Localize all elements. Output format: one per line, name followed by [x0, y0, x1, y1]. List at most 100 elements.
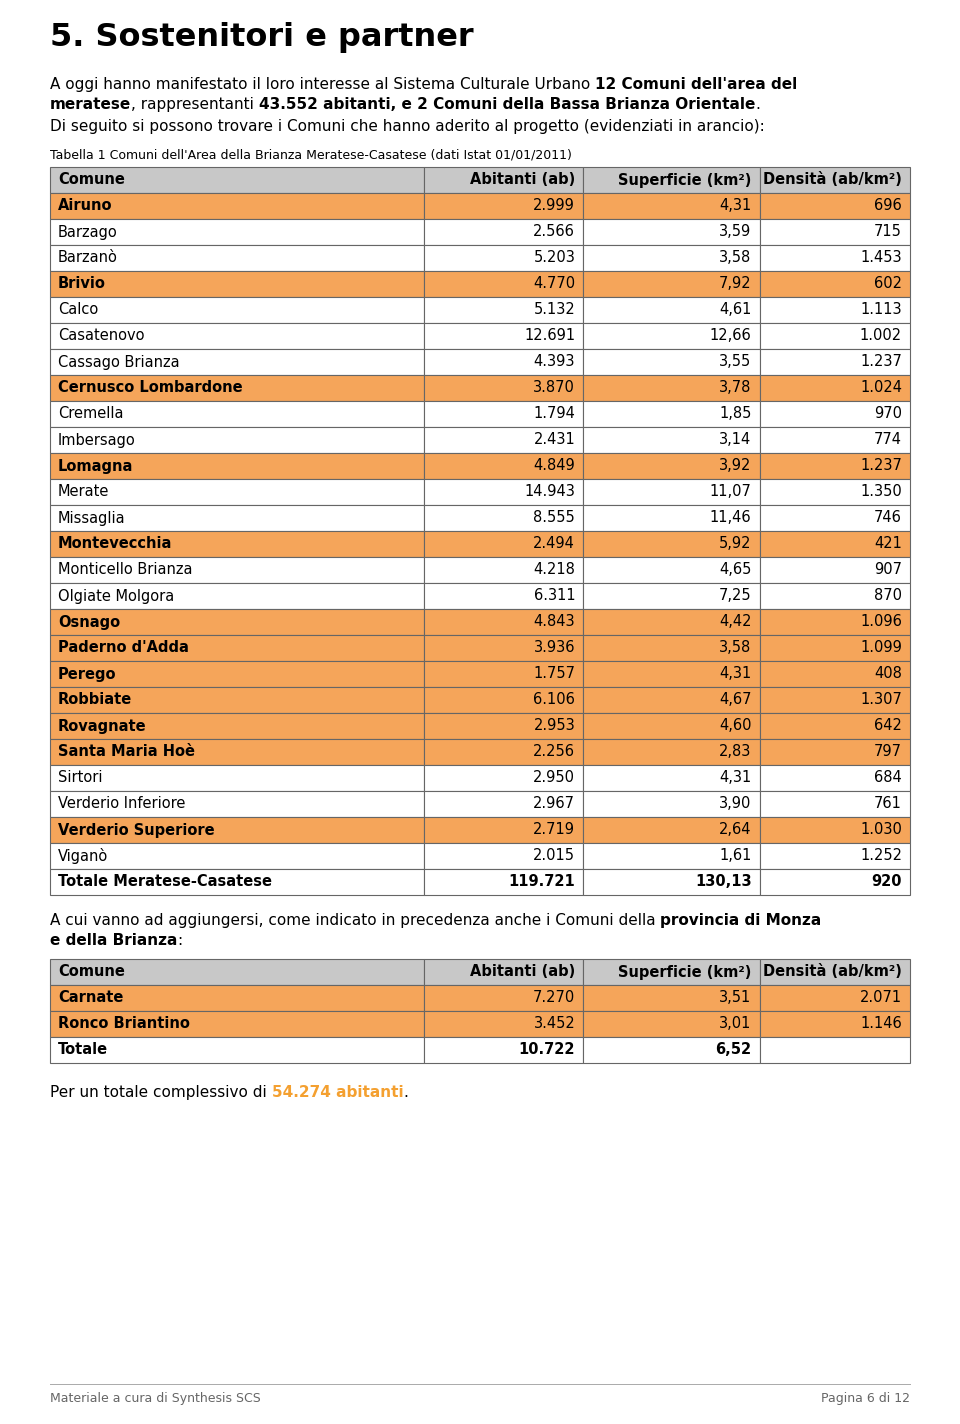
- Text: Osnago: Osnago: [58, 615, 120, 629]
- FancyBboxPatch shape: [584, 375, 759, 402]
- FancyBboxPatch shape: [424, 478, 584, 506]
- Text: 3,59: 3,59: [719, 225, 752, 239]
- Text: 970: 970: [874, 406, 902, 422]
- FancyBboxPatch shape: [759, 402, 910, 427]
- Text: Cremella: Cremella: [58, 406, 124, 422]
- Text: 5. Sostenitori e partner: 5. Sostenitori e partner: [50, 21, 473, 53]
- Text: 4,31: 4,31: [719, 770, 752, 786]
- FancyBboxPatch shape: [50, 609, 424, 635]
- FancyBboxPatch shape: [584, 765, 759, 790]
- FancyBboxPatch shape: [50, 686, 424, 713]
- FancyBboxPatch shape: [759, 271, 910, 298]
- FancyBboxPatch shape: [50, 271, 424, 298]
- Text: 3,90: 3,90: [719, 796, 752, 812]
- Text: 1.030: 1.030: [860, 823, 902, 837]
- Text: Comune: Comune: [58, 964, 125, 980]
- Text: Totale Meratese-Casatese: Totale Meratese-Casatese: [58, 874, 272, 890]
- FancyBboxPatch shape: [424, 323, 584, 349]
- Text: 1.794: 1.794: [534, 406, 575, 422]
- FancyBboxPatch shape: [424, 843, 584, 869]
- FancyBboxPatch shape: [424, 453, 584, 478]
- Text: 1,85: 1,85: [719, 406, 752, 422]
- FancyBboxPatch shape: [759, 557, 910, 582]
- Text: Viganò: Viganò: [58, 849, 108, 864]
- Text: Calco: Calco: [58, 302, 98, 318]
- Text: Casatenovo: Casatenovo: [58, 329, 145, 343]
- Text: 2,64: 2,64: [719, 823, 752, 837]
- FancyBboxPatch shape: [424, 427, 584, 453]
- Text: 130,13: 130,13: [695, 874, 752, 890]
- Text: Barzanò: Barzanò: [58, 251, 118, 265]
- FancyBboxPatch shape: [584, 531, 759, 557]
- Text: 4,42: 4,42: [719, 615, 752, 629]
- Text: Tabella 1 Comuni dell'Area della Brianza Meratese-Casatese (dati Istat 01/01/201: Tabella 1 Comuni dell'Area della Brianza…: [50, 150, 572, 162]
- FancyBboxPatch shape: [424, 531, 584, 557]
- Text: 3,92: 3,92: [719, 459, 752, 474]
- Text: Santa Maria Hoè: Santa Maria Hoè: [58, 745, 195, 759]
- Text: 1.237: 1.237: [860, 355, 902, 369]
- Text: Verderio Inferiore: Verderio Inferiore: [58, 796, 185, 812]
- Text: 421: 421: [875, 537, 902, 551]
- Text: 4,61: 4,61: [719, 302, 752, 318]
- Text: Di seguito si possono trovare i Comuni che hanno aderito al progetto (evidenziat: Di seguito si possono trovare i Comuni c…: [50, 120, 765, 134]
- FancyBboxPatch shape: [584, 582, 759, 609]
- FancyBboxPatch shape: [759, 531, 910, 557]
- FancyBboxPatch shape: [584, 478, 759, 506]
- Text: Missaglia: Missaglia: [58, 510, 126, 525]
- Text: 12 Comuni dell'area del: 12 Comuni dell'area del: [595, 77, 798, 93]
- Text: Verderio Superiore: Verderio Superiore: [58, 823, 215, 837]
- FancyBboxPatch shape: [759, 453, 910, 478]
- Text: 5.132: 5.132: [534, 302, 575, 318]
- FancyBboxPatch shape: [759, 790, 910, 817]
- Text: Pagina 6 di 12: Pagina 6 di 12: [821, 1393, 910, 1405]
- Text: 11,46: 11,46: [709, 510, 752, 525]
- FancyBboxPatch shape: [759, 245, 910, 271]
- FancyBboxPatch shape: [50, 167, 424, 194]
- FancyBboxPatch shape: [759, 686, 910, 713]
- FancyBboxPatch shape: [50, 557, 424, 582]
- FancyBboxPatch shape: [424, 506, 584, 531]
- FancyBboxPatch shape: [424, 1011, 584, 1037]
- FancyBboxPatch shape: [759, 219, 910, 245]
- Text: A cui vanno ad aggiungersi, come indicato in precedenza anche i Comuni della: A cui vanno ad aggiungersi, come indicat…: [50, 913, 660, 928]
- Text: 3,58: 3,58: [719, 641, 752, 655]
- Text: .: .: [756, 97, 760, 112]
- FancyBboxPatch shape: [584, 402, 759, 427]
- Text: 684: 684: [875, 770, 902, 786]
- FancyBboxPatch shape: [50, 1011, 424, 1037]
- Text: 746: 746: [875, 510, 902, 525]
- FancyBboxPatch shape: [759, 478, 910, 506]
- Text: 1.099: 1.099: [860, 641, 902, 655]
- Text: 7,25: 7,25: [719, 588, 752, 604]
- FancyBboxPatch shape: [424, 765, 584, 790]
- FancyBboxPatch shape: [424, 635, 584, 661]
- FancyBboxPatch shape: [50, 739, 424, 765]
- Text: 5,92: 5,92: [719, 537, 752, 551]
- FancyBboxPatch shape: [584, 194, 759, 219]
- Text: 3,01: 3,01: [719, 1017, 752, 1031]
- FancyBboxPatch shape: [584, 506, 759, 531]
- Text: 2.967: 2.967: [533, 796, 575, 812]
- Text: 54.274 abitanti: 54.274 abitanti: [272, 1085, 403, 1099]
- FancyBboxPatch shape: [584, 790, 759, 817]
- FancyBboxPatch shape: [759, 609, 910, 635]
- Text: 715: 715: [875, 225, 902, 239]
- FancyBboxPatch shape: [759, 1011, 910, 1037]
- FancyBboxPatch shape: [50, 323, 424, 349]
- Text: 6.311: 6.311: [534, 588, 575, 604]
- Text: 1.252: 1.252: [860, 849, 902, 863]
- Text: 4.393: 4.393: [534, 355, 575, 369]
- Text: 11,07: 11,07: [709, 484, 752, 500]
- FancyBboxPatch shape: [759, 635, 910, 661]
- Text: 761: 761: [875, 796, 902, 812]
- Text: Totale: Totale: [58, 1042, 108, 1058]
- Text: 920: 920: [872, 874, 902, 890]
- FancyBboxPatch shape: [584, 298, 759, 323]
- FancyBboxPatch shape: [50, 349, 424, 375]
- FancyBboxPatch shape: [424, 713, 584, 739]
- FancyBboxPatch shape: [424, 167, 584, 194]
- Text: Barzago: Barzago: [58, 225, 118, 239]
- FancyBboxPatch shape: [759, 985, 910, 1011]
- FancyBboxPatch shape: [424, 349, 584, 375]
- FancyBboxPatch shape: [584, 167, 759, 194]
